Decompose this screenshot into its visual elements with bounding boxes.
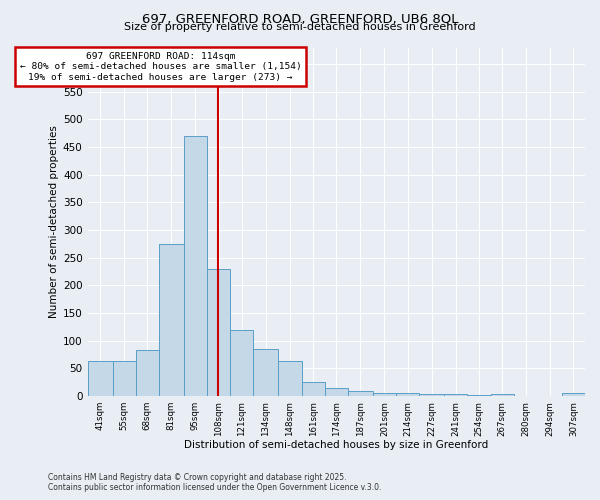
Bar	[444, 394, 467, 396]
Bar	[348, 390, 373, 396]
Bar	[278, 361, 302, 396]
Text: Size of property relative to semi-detached houses in Greenford: Size of property relative to semi-detach…	[124, 22, 476, 32]
Bar	[325, 388, 348, 396]
Bar	[491, 394, 514, 396]
Bar	[396, 394, 419, 396]
Bar	[136, 350, 159, 396]
Bar	[184, 136, 207, 396]
Bar	[562, 394, 585, 396]
Y-axis label: Number of semi-detached properties: Number of semi-detached properties	[49, 126, 59, 318]
X-axis label: Distribution of semi-detached houses by size in Greenford: Distribution of semi-detached houses by …	[184, 440, 488, 450]
Bar	[302, 382, 325, 396]
Bar	[253, 349, 278, 396]
Bar	[113, 361, 136, 396]
Text: 697, GREENFORD ROAD, GREENFORD, UB6 8QL: 697, GREENFORD ROAD, GREENFORD, UB6 8QL	[142, 12, 458, 26]
Text: Contains HM Land Registry data © Crown copyright and database right 2025.
Contai: Contains HM Land Registry data © Crown c…	[48, 473, 382, 492]
Bar	[230, 330, 253, 396]
Bar	[207, 269, 230, 396]
Bar	[419, 394, 444, 396]
Bar	[159, 244, 184, 396]
Bar	[467, 395, 491, 396]
Text: 697 GREENFORD ROAD: 114sqm
← 80% of semi-detached houses are smaller (1,154)
19%: 697 GREENFORD ROAD: 114sqm ← 80% of semi…	[20, 52, 302, 82]
Bar	[373, 394, 396, 396]
Bar	[88, 361, 113, 396]
